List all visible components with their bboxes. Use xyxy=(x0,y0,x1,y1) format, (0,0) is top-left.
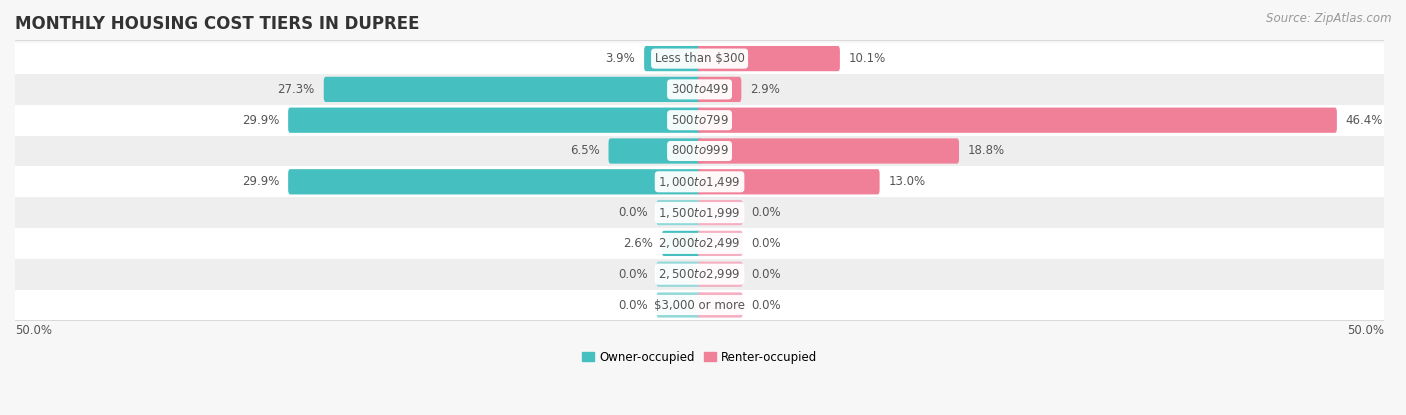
Text: 10.1%: 10.1% xyxy=(849,52,886,65)
FancyBboxPatch shape xyxy=(697,293,742,317)
FancyBboxPatch shape xyxy=(1,228,1398,259)
FancyBboxPatch shape xyxy=(1,43,1398,74)
Text: 0.0%: 0.0% xyxy=(617,298,648,312)
Text: 3.9%: 3.9% xyxy=(606,52,636,65)
Text: MONTHLY HOUSING COST TIERS IN DUPREE: MONTHLY HOUSING COST TIERS IN DUPREE xyxy=(15,15,419,33)
FancyBboxPatch shape xyxy=(697,200,742,225)
Text: 2.9%: 2.9% xyxy=(751,83,780,96)
Text: $500 to $799: $500 to $799 xyxy=(671,114,728,127)
FancyBboxPatch shape xyxy=(657,200,702,225)
FancyBboxPatch shape xyxy=(657,261,702,287)
Text: 29.9%: 29.9% xyxy=(242,114,280,127)
Text: $1,500 to $1,999: $1,500 to $1,999 xyxy=(658,205,741,220)
FancyBboxPatch shape xyxy=(697,231,742,256)
FancyBboxPatch shape xyxy=(288,107,702,133)
Text: 46.4%: 46.4% xyxy=(1346,114,1384,127)
FancyBboxPatch shape xyxy=(697,169,880,194)
Text: 50.0%: 50.0% xyxy=(1347,324,1384,337)
Text: $2,000 to $2,499: $2,000 to $2,499 xyxy=(658,237,741,250)
Text: 13.0%: 13.0% xyxy=(889,175,925,188)
Text: 0.0%: 0.0% xyxy=(617,268,648,281)
FancyBboxPatch shape xyxy=(697,77,741,102)
FancyBboxPatch shape xyxy=(1,136,1398,166)
Legend: Owner-occupied, Renter-occupied: Owner-occupied, Renter-occupied xyxy=(578,346,821,369)
Text: 0.0%: 0.0% xyxy=(752,268,782,281)
FancyBboxPatch shape xyxy=(697,138,959,164)
FancyBboxPatch shape xyxy=(657,293,702,317)
Text: 50.0%: 50.0% xyxy=(15,324,52,337)
FancyBboxPatch shape xyxy=(1,74,1398,105)
FancyBboxPatch shape xyxy=(609,138,702,164)
FancyBboxPatch shape xyxy=(644,46,702,71)
Text: $2,500 to $2,999: $2,500 to $2,999 xyxy=(658,267,741,281)
Text: 6.5%: 6.5% xyxy=(569,144,599,158)
Text: 0.0%: 0.0% xyxy=(752,237,782,250)
Text: 2.6%: 2.6% xyxy=(623,237,652,250)
Text: $300 to $499: $300 to $499 xyxy=(671,83,728,96)
Text: 27.3%: 27.3% xyxy=(277,83,315,96)
FancyBboxPatch shape xyxy=(697,46,839,71)
FancyBboxPatch shape xyxy=(1,290,1398,320)
Text: 0.0%: 0.0% xyxy=(617,206,648,219)
FancyBboxPatch shape xyxy=(697,107,1337,133)
FancyBboxPatch shape xyxy=(1,197,1398,228)
FancyBboxPatch shape xyxy=(288,169,702,194)
FancyBboxPatch shape xyxy=(1,166,1398,197)
Text: 0.0%: 0.0% xyxy=(752,206,782,219)
Text: 0.0%: 0.0% xyxy=(752,298,782,312)
FancyBboxPatch shape xyxy=(1,105,1398,136)
Text: 18.8%: 18.8% xyxy=(967,144,1005,158)
FancyBboxPatch shape xyxy=(1,259,1398,290)
Text: $1,000 to $1,499: $1,000 to $1,499 xyxy=(658,175,741,189)
Text: 29.9%: 29.9% xyxy=(242,175,280,188)
FancyBboxPatch shape xyxy=(662,231,702,256)
Text: $3,000 or more: $3,000 or more xyxy=(654,298,745,312)
Text: Source: ZipAtlas.com: Source: ZipAtlas.com xyxy=(1267,12,1392,25)
FancyBboxPatch shape xyxy=(697,261,742,287)
Text: Less than $300: Less than $300 xyxy=(655,52,745,65)
FancyBboxPatch shape xyxy=(323,77,702,102)
Text: $800 to $999: $800 to $999 xyxy=(671,144,728,158)
